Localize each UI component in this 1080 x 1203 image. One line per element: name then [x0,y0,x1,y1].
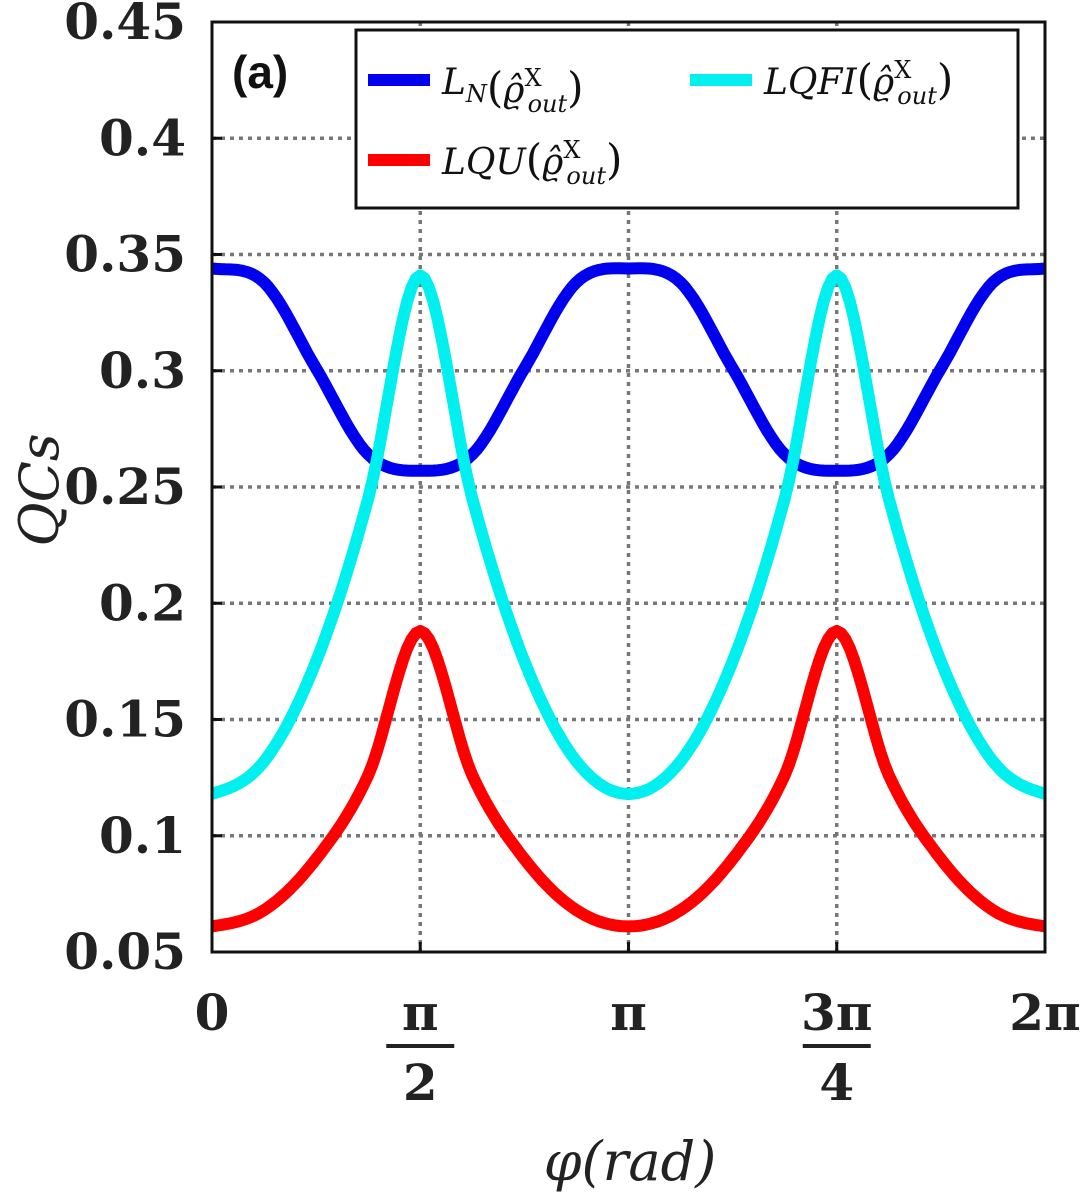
ticks: 0.050.10.150.20.250.30.350.40.450 π2π 3π42… [64,0,1080,1112]
legend-label-0: LN(ϱ̂X out) [441,62,584,118]
panel-label: (a) [232,46,288,98]
x-tick-denominator: 2 [403,1053,438,1112]
legend-box [354,28,1020,210]
y-tick-label: 0.15 [64,690,186,749]
x-tick-label: π [402,983,439,1042]
series-line-2 [210,625,1047,933]
legend: LN(ϱ̂X out) LQFI(ϱ̂X out) LQU(ϱ̂X out) [354,28,1020,210]
legend-label-2: LQU(ϱ̂X out) [441,135,622,190]
series-line-1 [210,269,1047,800]
x-tick-denominator: 4 [819,1053,854,1112]
y-tick-label: 0.25 [64,457,186,516]
series-layer [210,262,1047,933]
y-tick-label: 0.45 [64,0,186,51]
y-tick-label: 0.2 [99,573,186,632]
x-tick-label: 2π [1009,983,1080,1042]
y-tick-label: 0.3 [99,341,186,400]
x-tick-label: π [610,983,647,1042]
y-tick-label: 0.4 [99,108,186,167]
y-tick-label: 0.35 [64,225,186,284]
legend-label-1: LQFI(ϱ̂X out) [763,55,953,110]
x-axis-label: φ(rad) [544,1130,717,1193]
x-tick-label: 0 [195,983,230,1042]
x-tick-label: 3π [801,983,872,1042]
series-line-0 [210,262,1047,477]
y-tick-label: 0.1 [99,806,186,865]
y-axis-label: QCs [8,433,71,546]
y-tick-label: 0.05 [64,922,186,981]
